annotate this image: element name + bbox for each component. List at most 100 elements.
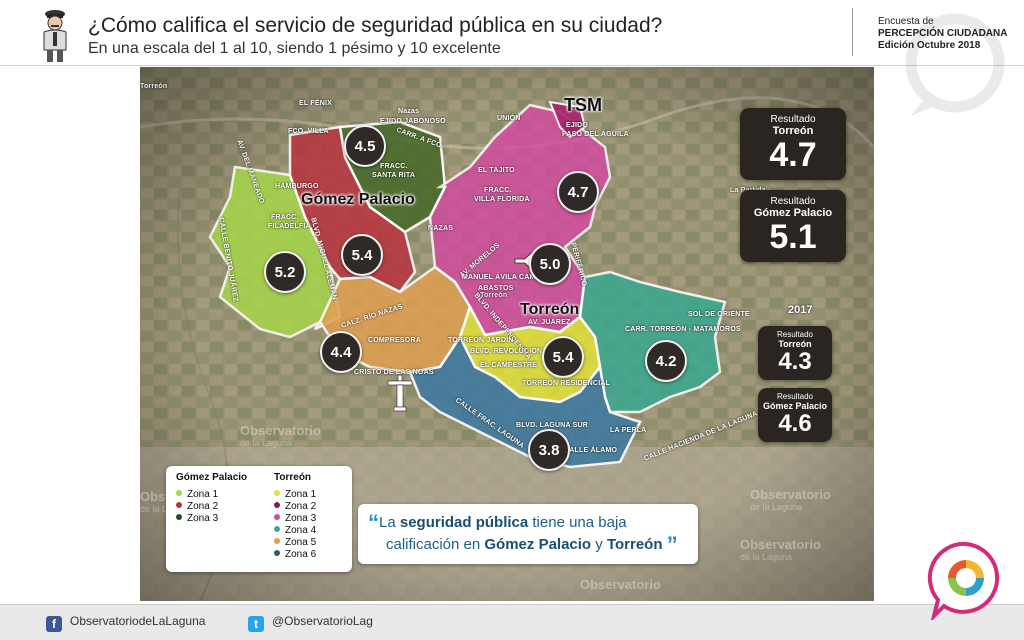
result-value: 4.6 — [778, 410, 812, 437]
legend-gomez-column: Gómez Palacio Zona 1 Zona 2 Zona 3 — [176, 472, 247, 525]
callout-text: La — [379, 514, 396, 531]
cristo-statue-icon — [387, 374, 413, 412]
place-label: AV. JUÁREZ — [528, 319, 571, 326]
place-label: UNIÓN — [497, 115, 521, 122]
place-label: BLVD. REVOLUCIÓN — [470, 348, 543, 355]
place-label: LA PERLA — [610, 427, 647, 434]
score-badge-t3: 5.0 — [529, 243, 571, 285]
callout-emphasis: Gómez Palacio — [484, 536, 592, 553]
legend-label: Zona 1 — [285, 489, 317, 500]
legend-swatch-icon — [274, 490, 280, 496]
page-subtitle: En una escala del 1 al 10, siendo 1 pési… — [88, 40, 501, 57]
torreon-zone-3: Zona 3 — [274, 513, 316, 525]
legend-swatch-icon — [176, 490, 182, 496]
place-label: FRACC. — [484, 187, 512, 194]
twitter-link[interactable]: t @ObservatorioLag — [248, 614, 373, 632]
place-label: MANUEL ÁVILA CAMACHO — [462, 274, 557, 281]
watermark: Observatorio — [580, 577, 661, 592]
place-label: FILADELFIA — [268, 223, 311, 230]
result-value: 4.3 — [778, 348, 812, 375]
legend-label: Zona 3 — [187, 513, 219, 524]
score-badge-t2: 4.7 — [557, 171, 599, 213]
zone-t6[interactable] — [408, 334, 642, 469]
legend-label: Zona 1 — [187, 489, 219, 500]
legend-header: Torreón — [274, 472, 312, 483]
score-badge-t4: 4.2 — [645, 340, 687, 382]
place-label: FRACC. — [271, 214, 299, 221]
place-label: Torreón — [140, 83, 168, 90]
place-label: VILLA FLORIDA — [474, 196, 530, 203]
header: ¿Cómo califica el servicio de seguridad … — [0, 0, 1024, 116]
result-label: Resultado — [776, 392, 814, 401]
place-label: CALLE ÁLAMO — [564, 447, 618, 454]
score-badge-gp2: 5.4 — [341, 234, 383, 276]
legend-label: Zona 2 — [285, 501, 317, 512]
city-torreon-label: Torreón — [520, 301, 580, 318]
callout-line-2: calificación en Gómez Palacio y Torreón … — [386, 534, 678, 556]
callout-text: tiene una baja — [532, 514, 627, 531]
legend-swatch-icon — [176, 502, 182, 508]
place-label: BLVD. LAGUNA SUR — [516, 422, 589, 429]
gomez-zone-3: Zona 3 — [176, 513, 247, 525]
torreon-zone-4: Zona 4 — [274, 525, 316, 537]
place-label: Torreón — [480, 292, 508, 299]
place-label: NAZAS — [428, 225, 454, 232]
place-label: ABASTOS — [478, 285, 514, 292]
legend-header: Gómez Palacio — [176, 472, 248, 483]
place-label: Nazas — [398, 108, 420, 115]
result-value: 5.1 — [769, 218, 817, 256]
place-label: SOL DE ORIENTE — [688, 311, 750, 318]
result-label: Resultado — [770, 114, 816, 125]
score-badge-t6: 3.8 — [528, 429, 570, 471]
twitter-handle: @ObservatorioLag — [272, 614, 373, 628]
survey-label: Encuesta de PERCEPCIÓN CIUDADANA Edición… — [878, 16, 1007, 52]
callout-text: calificación en — [386, 536, 481, 553]
page-title: ¿Cómo califica el servicio de seguridad … — [88, 14, 663, 37]
gomez-zone-1: Zona 1 — [176, 489, 247, 501]
city-tsm-label: TSM — [564, 95, 602, 115]
zone-t2[interactable] — [548, 100, 587, 139]
facebook-handle: ObservatoriodeLaLaguna — [70, 614, 206, 628]
place-label: EJIDO JABONOSO — [380, 118, 446, 125]
place-label: TORREÓN RESIDENCIAL — [522, 380, 611, 387]
footer: f ObservatoriodeLaLaguna t @ObservatorioLa… — [0, 604, 1024, 640]
facebook-icon: f — [46, 616, 62, 632]
legend-swatch-icon — [176, 514, 182, 520]
torreon-zone-6: Zona 6 — [274, 549, 316, 561]
torreon-zone-1: Zona 1 — [274, 489, 316, 501]
legend-label: Zona 6 — [285, 549, 317, 560]
place-label: CARR. TORREÓN - MATAMOROS — [625, 326, 741, 333]
place-label: HAMBURGO — [275, 183, 319, 190]
legend-torreon-column: Torreón Zona 1 Zona 2 Zona 3 Zona 4 Zona 5 Zo… — [274, 472, 316, 561]
facebook-link[interactable]: f ObservatoriodeLaLaguna — [46, 614, 205, 632]
legend-swatch-icon — [274, 526, 280, 532]
legend-swatch-icon — [274, 550, 280, 556]
result-city: Torreón — [778, 339, 812, 349]
result-city: Gómez Palacio — [753, 207, 833, 219]
legend-swatch-icon — [274, 538, 280, 544]
observatorio-logo-icon — [927, 541, 1000, 620]
callout-emphasis: Torreón — [606, 536, 663, 553]
watermark-logo-icon — [905, 13, 1005, 116]
place-label: EL FÉNIX — [299, 100, 332, 107]
score-badge-gp1: 5.2 — [264, 251, 306, 293]
survey-line-1: Encuesta de — [878, 16, 934, 27]
result-value: 4.7 — [769, 136, 817, 174]
open-quote-icon: “ — [368, 510, 379, 535]
callout-emphasis: seguridad pública — [399, 514, 529, 531]
result-gomez-box: Resultado Gómez Palacio 5.1 — [740, 190, 846, 262]
twitter-icon: t — [248, 616, 264, 632]
result-torreon-2017-box: Resultado Torreón 4.3 — [758, 326, 832, 380]
place-label: EJIDO — [566, 122, 589, 129]
place-label: FRACC. — [380, 163, 408, 170]
legend-label: Zona 3 — [285, 513, 317, 524]
torreon-zone-5: Zona 5 — [274, 537, 316, 549]
result-city: Gómez Palacio — [762, 401, 828, 411]
score-badge-t1: 5.4 — [542, 336, 584, 378]
place-label: EL CAMPESTRE — [480, 362, 538, 369]
legend-label: Zona 2 — [187, 501, 219, 512]
result-label: Resultado — [770, 196, 816, 207]
